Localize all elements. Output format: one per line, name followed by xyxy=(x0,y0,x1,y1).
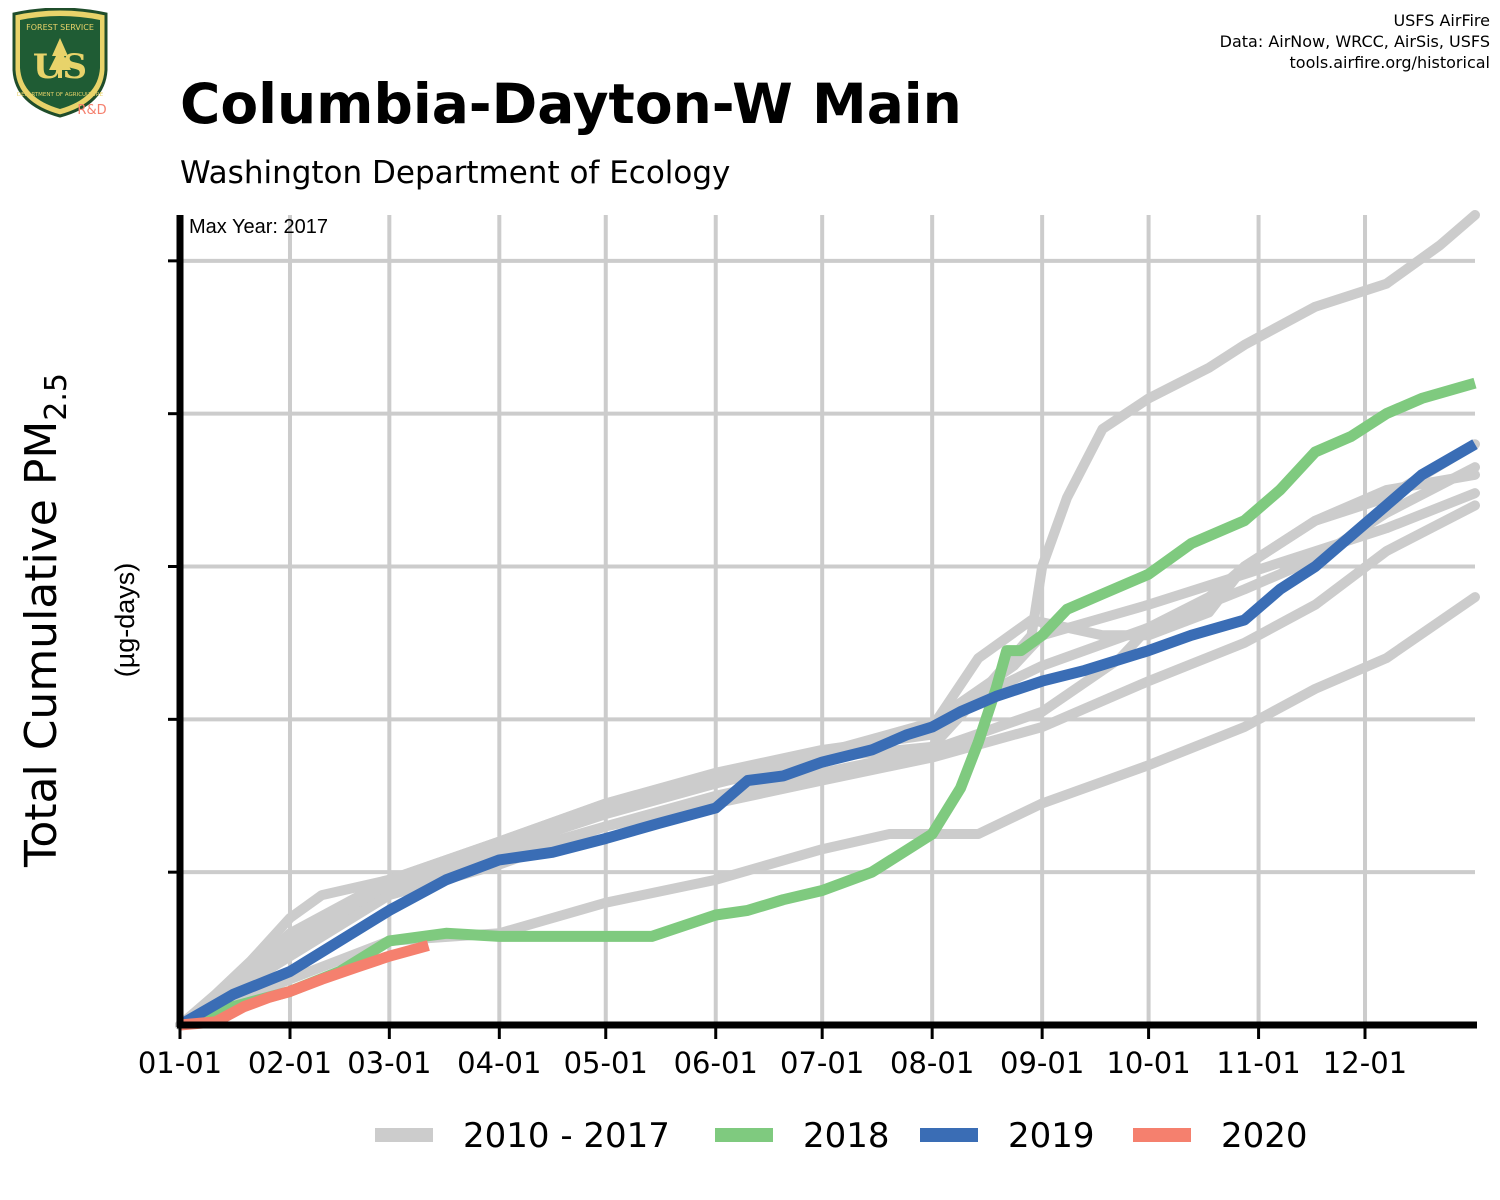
logo-badge: R&D xyxy=(77,103,106,118)
credit-line-2: Data: AirNow, WRCC, AirSis, USFS xyxy=(1219,32,1490,51)
series-line-2019 xyxy=(177,439,1478,1030)
historical-series-line xyxy=(175,439,1480,1030)
credits: USFS AirFire Data: AirNow, WRCC, AirSis,… xyxy=(1220,10,1490,73)
x-tick-label: 02-01 xyxy=(248,1046,332,1080)
historical-series-line xyxy=(175,500,1480,1030)
x-tick-label: 09-01 xyxy=(1000,1046,1084,1080)
x-tick-label: 10-01 xyxy=(1106,1046,1190,1080)
credit-line-1: USFS AirFire xyxy=(1393,11,1490,30)
x-tick-label: 11-01 xyxy=(1216,1046,1300,1080)
x-tick-label: 12-01 xyxy=(1323,1046,1407,1080)
usfs-logo: FOREST SERVICE US DEPARTMENT OF AGRICULT… xyxy=(12,8,108,118)
y-axis-units: (µg-days) xyxy=(110,563,140,678)
y-axis-label: Total Cumulative PM2.5 xyxy=(16,373,74,868)
legend-label: 2018 xyxy=(803,1116,890,1156)
chart-title: Columbia-Dayton-W Main xyxy=(180,72,962,136)
series-line-2018 xyxy=(178,377,1477,1031)
tree-icon xyxy=(49,38,71,70)
logo-top-text: FOREST SERVICE xyxy=(26,23,94,32)
chart-subtitle: Washington Department of Ecology xyxy=(180,155,731,191)
legend-label: 2010 - 2017 xyxy=(463,1116,670,1156)
x-tick-label: 01-01 xyxy=(138,1046,222,1080)
x-tick-label: 03-01 xyxy=(347,1046,431,1080)
x-tick-label: 06-01 xyxy=(674,1046,758,1080)
x-tick-label: 08-01 xyxy=(890,1046,974,1080)
credit-line-3: tools.airfire.org/historical xyxy=(1289,53,1490,72)
series-line-2020 xyxy=(179,940,430,1031)
historical-series-line xyxy=(175,462,1480,1030)
x-tick-label: 07-01 xyxy=(780,1046,864,1080)
logo-bottom-text: DEPARTMENT OF AGRICULTURE xyxy=(17,92,104,98)
x-tick-label: 04-01 xyxy=(457,1046,541,1080)
legend-label: 2019 xyxy=(1008,1116,1095,1156)
max-year-annotation: Max Year: 2017 xyxy=(189,216,328,238)
x-tick-label: 05-01 xyxy=(564,1046,648,1080)
legend-label: 2020 xyxy=(1221,1116,1308,1156)
